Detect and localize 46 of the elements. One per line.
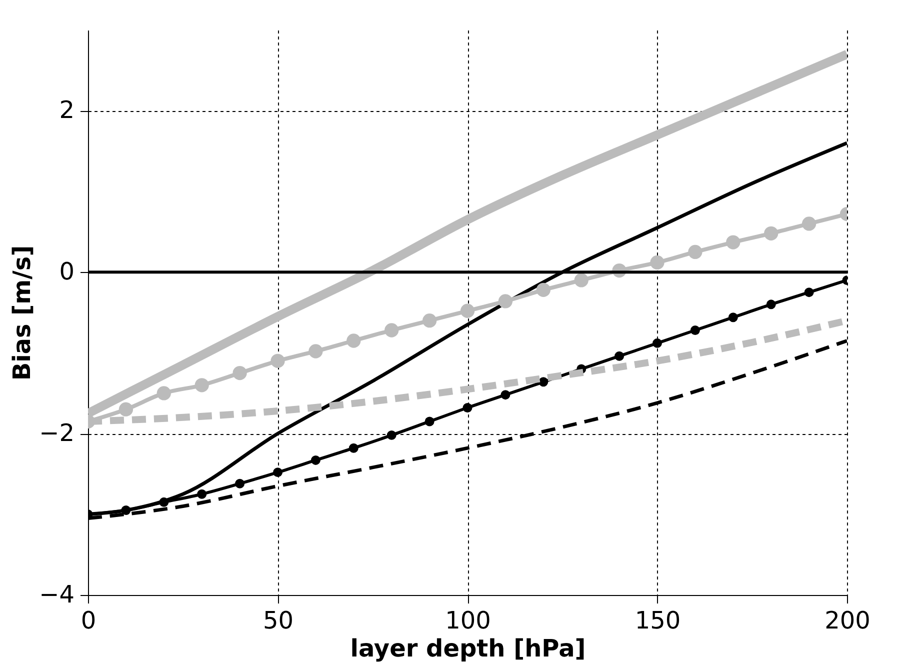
point — [384, 323, 399, 338]
point — [804, 288, 814, 298]
x-tick-label: 150 — [634, 606, 681, 634]
y-tick-label: −2 — [39, 419, 74, 448]
point — [422, 314, 437, 328]
point — [235, 478, 245, 488]
point — [574, 273, 588, 288]
point — [270, 354, 285, 368]
y-tick-label: 2 — [59, 96, 74, 124]
point — [156, 386, 171, 400]
point — [652, 338, 662, 348]
point — [194, 378, 209, 392]
x-tick-label: 200 — [824, 606, 870, 634]
x-axis-title: layer depth [hPa] — [350, 634, 586, 662]
x-tick-label: 100 — [445, 606, 491, 634]
y-tick-label: 0 — [59, 258, 74, 286]
point — [690, 326, 700, 335]
point — [766, 300, 776, 310]
point — [348, 443, 358, 453]
point — [614, 351, 624, 361]
y-tick-label: −4 — [39, 580, 74, 608]
point — [159, 497, 169, 507]
point — [536, 282, 550, 297]
point — [802, 216, 816, 231]
point — [764, 226, 778, 240]
point — [346, 334, 361, 348]
point — [498, 294, 513, 308]
point — [310, 455, 320, 465]
point — [273, 468, 282, 478]
point — [424, 416, 434, 426]
point — [726, 235, 740, 250]
point — [688, 244, 702, 260]
point — [118, 402, 134, 416]
point — [232, 366, 247, 380]
point — [460, 304, 475, 318]
x-tick-label: 0 — [80, 606, 96, 634]
point — [308, 344, 323, 358]
point — [500, 390, 510, 400]
point — [386, 430, 396, 440]
point — [462, 403, 472, 412]
point — [728, 312, 738, 322]
point — [197, 489, 207, 499]
x-tick-label: 50 — [262, 606, 294, 634]
y-axis-title: Bias [m/s] — [8, 245, 36, 381]
point — [538, 377, 548, 387]
point — [650, 255, 664, 270]
